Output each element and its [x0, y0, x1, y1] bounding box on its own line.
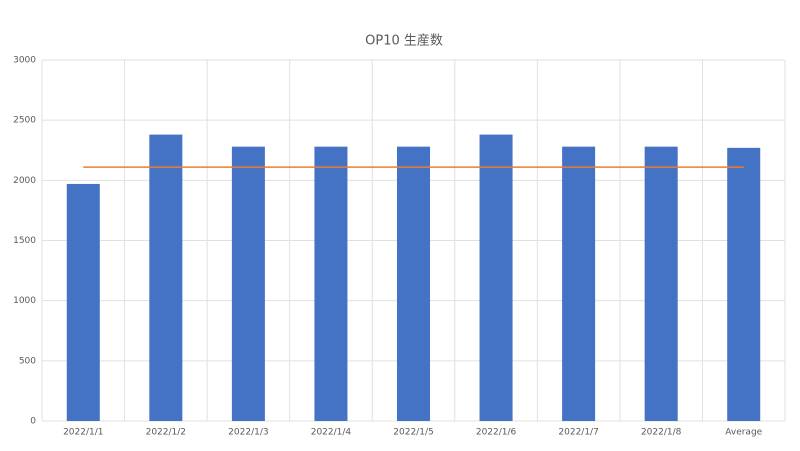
x-tick-label: 2022/1/8 — [641, 428, 682, 438]
y-tick-label: 1500 — [13, 236, 36, 246]
chart-title: OP10 生産数 — [365, 33, 443, 49]
bar — [149, 134, 183, 421]
x-tick-label: 2022/1/5 — [393, 428, 433, 438]
x-tick-label: 2022/1/2 — [146, 428, 186, 438]
bar — [479, 134, 513, 421]
bar — [396, 146, 431, 421]
x-tick-label: 2022/1/7 — [558, 428, 598, 438]
y-tick-label: 2500 — [13, 116, 36, 126]
y-tick-label: 1000 — [13, 296, 36, 306]
y-tick-label: 3000 — [13, 56, 36, 66]
x-tick-label: 2022/1/4 — [311, 428, 352, 438]
bar — [66, 183, 100, 421]
x-tick-label: 2022/1/1 — [63, 428, 103, 438]
bar — [727, 147, 761, 422]
y-tick-label: 2000 — [13, 176, 36, 186]
x-tick-label: Average — [725, 428, 762, 438]
y-tick-label: 0 — [30, 417, 36, 427]
bar — [314, 146, 348, 421]
x-tick-label: 2022/1/6 — [476, 428, 517, 438]
bar — [231, 146, 265, 421]
x-tick-label: 2022/1/3 — [228, 428, 268, 438]
bar — [644, 146, 678, 421]
bar — [562, 146, 596, 421]
y-tick-label: 500 — [19, 356, 36, 366]
